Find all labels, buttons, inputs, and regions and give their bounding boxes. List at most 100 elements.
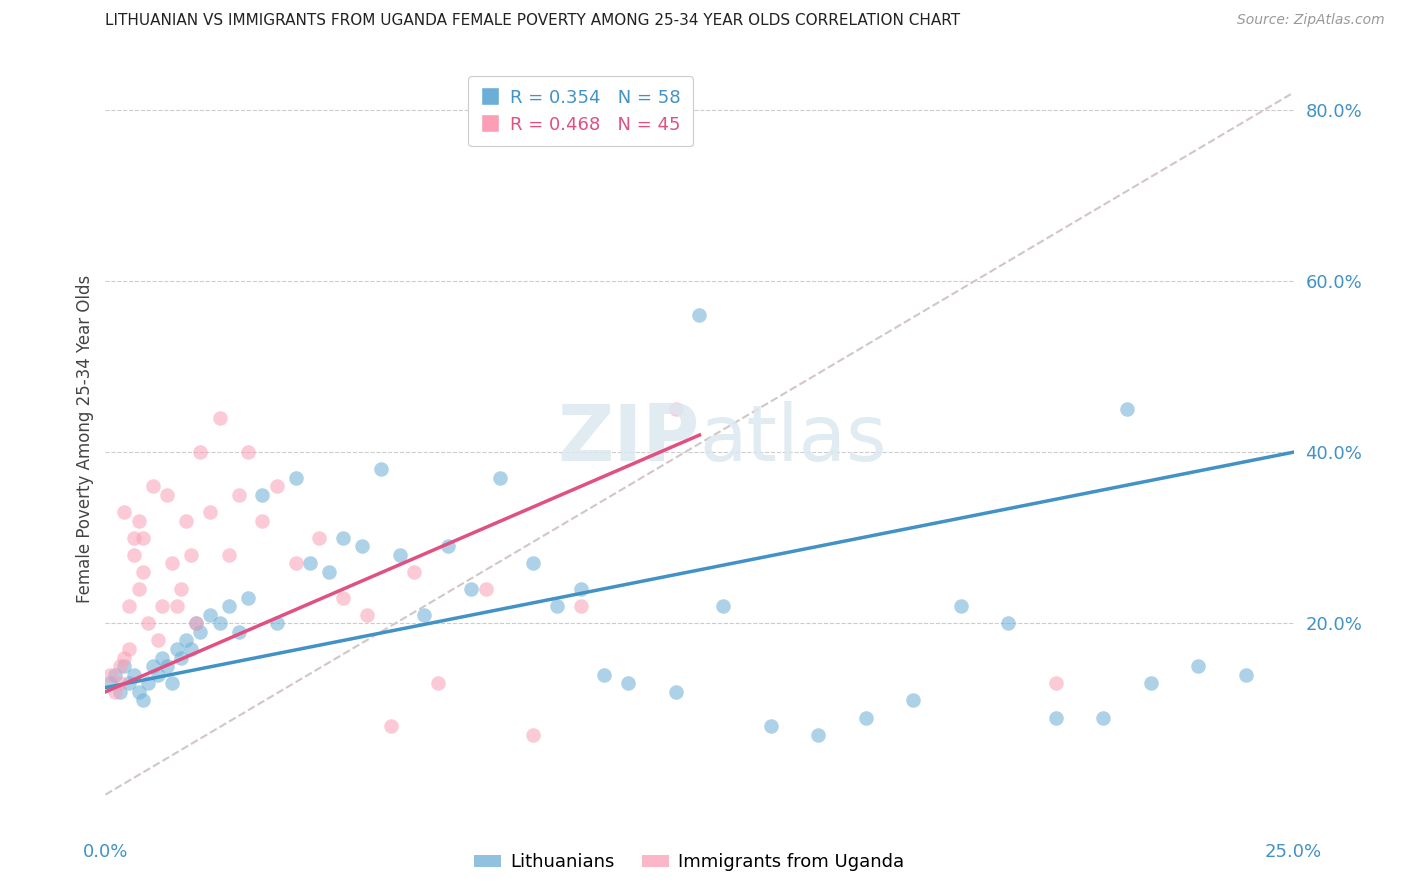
Point — [128, 514, 150, 528]
Point — [218, 548, 240, 562]
Point — [184, 616, 207, 631]
Point — [665, 402, 688, 417]
Point — [474, 582, 496, 596]
Point — [180, 642, 202, 657]
Point — [146, 667, 169, 681]
Point — [146, 633, 169, 648]
Y-axis label: Female Poverty Among 25-34 Year Olds: Female Poverty Among 25-34 Year Olds — [76, 276, 94, 603]
Point — [489, 471, 512, 485]
Point — [228, 488, 250, 502]
Point — [949, 599, 972, 614]
Point — [132, 531, 155, 545]
Point — [236, 445, 259, 459]
Point — [266, 479, 288, 493]
Point — [166, 642, 188, 657]
Point — [118, 599, 141, 614]
Point — [252, 514, 274, 528]
Point — [198, 607, 221, 622]
Point — [1187, 659, 1209, 673]
Point — [160, 676, 183, 690]
Point — [170, 582, 193, 596]
Point — [190, 445, 212, 459]
Text: LITHUANIAN VS IMMIGRANTS FROM UGANDA FEMALE POVERTY AMONG 25-34 YEAR OLDS CORREL: LITHUANIAN VS IMMIGRANTS FROM UGANDA FEM… — [105, 13, 960, 29]
Point — [266, 616, 288, 631]
Point — [136, 616, 159, 631]
Point — [522, 557, 544, 571]
Point — [228, 624, 250, 639]
Point — [569, 599, 592, 614]
Text: atlas: atlas — [700, 401, 887, 477]
Point — [190, 624, 212, 639]
Text: Source: ZipAtlas.com: Source: ZipAtlas.com — [1237, 13, 1385, 28]
Point — [1045, 676, 1067, 690]
Point — [569, 582, 592, 596]
Point — [128, 685, 150, 699]
Point — [184, 616, 207, 631]
Point — [1116, 402, 1139, 417]
Point — [142, 659, 165, 673]
Text: ZIP: ZIP — [557, 401, 700, 477]
Point — [389, 548, 412, 562]
Point — [174, 633, 197, 648]
Point — [1045, 710, 1067, 724]
Point — [427, 676, 450, 690]
Point — [298, 557, 321, 571]
Point — [180, 548, 202, 562]
Text: 0.0%: 0.0% — [83, 843, 128, 861]
Point — [460, 582, 482, 596]
Point — [903, 693, 925, 707]
Point — [198, 505, 221, 519]
Point — [759, 719, 782, 733]
Point — [152, 650, 174, 665]
Point — [114, 505, 136, 519]
Point — [208, 411, 231, 425]
Point — [98, 667, 121, 681]
Point — [308, 531, 330, 545]
Point — [370, 462, 392, 476]
Point — [318, 565, 340, 579]
Point — [546, 599, 568, 614]
Point — [332, 531, 354, 545]
Point — [152, 599, 174, 614]
Point — [593, 667, 616, 681]
Point — [997, 616, 1019, 631]
Point — [404, 565, 426, 579]
Point — [170, 650, 193, 665]
Point — [122, 667, 145, 681]
Point — [236, 591, 259, 605]
Point — [122, 548, 145, 562]
Legend: Lithuanians, Immigrants from Uganda: Lithuanians, Immigrants from Uganda — [467, 847, 911, 879]
Point — [356, 607, 378, 622]
Point — [174, 514, 197, 528]
Point — [352, 539, 374, 553]
Point — [522, 728, 544, 742]
Point — [617, 676, 640, 690]
Point — [108, 659, 131, 673]
Point — [436, 539, 458, 553]
Point — [104, 667, 127, 681]
Point — [218, 599, 240, 614]
Point — [104, 685, 127, 699]
Point — [128, 582, 150, 596]
Point — [380, 719, 402, 733]
Point — [156, 488, 179, 502]
Point — [118, 642, 141, 657]
Point — [208, 616, 231, 631]
Point — [132, 693, 155, 707]
Point — [665, 685, 688, 699]
Point — [114, 650, 136, 665]
Point — [711, 599, 734, 614]
Point — [332, 591, 354, 605]
Text: 25.0%: 25.0% — [1265, 843, 1322, 861]
Point — [142, 479, 165, 493]
Point — [160, 557, 183, 571]
Legend: R = 0.354   N = 58, R = 0.468   N = 45: R = 0.354 N = 58, R = 0.468 N = 45 — [468, 76, 693, 146]
Point — [1140, 676, 1163, 690]
Point — [252, 488, 274, 502]
Point — [1234, 667, 1257, 681]
Point — [108, 676, 131, 690]
Point — [136, 676, 159, 690]
Point — [114, 659, 136, 673]
Point — [855, 710, 877, 724]
Point — [156, 659, 179, 673]
